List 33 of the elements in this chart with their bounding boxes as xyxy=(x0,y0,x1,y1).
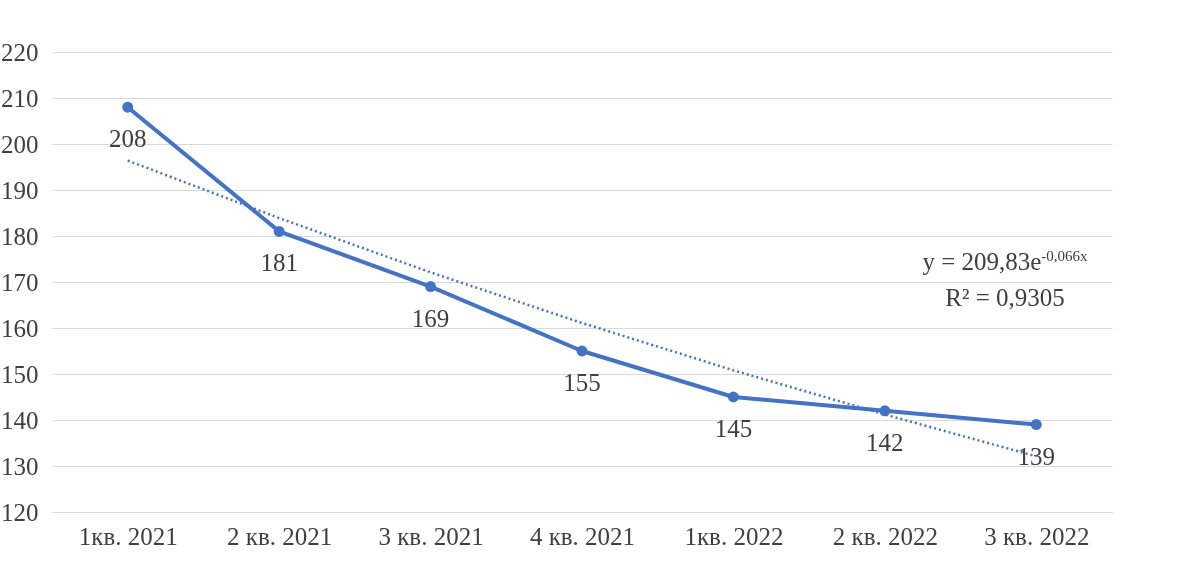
y-tick-label: 160 xyxy=(1,314,39,342)
annotation: R² = 0,9305 xyxy=(944,284,1066,312)
data-label: 145 xyxy=(714,415,753,442)
y-tick-label: 180 xyxy=(1,222,39,250)
data-label: 181 xyxy=(260,249,298,277)
y-tick-label: 170 xyxy=(1,268,39,296)
point xyxy=(122,101,134,113)
y-tick-label: 150 xyxy=(1,360,39,388)
annotation: y = 209,83e$^{-0,066x}$ xyxy=(921,248,1089,277)
point xyxy=(1030,419,1042,431)
data-label: 155 xyxy=(563,369,601,396)
y-tick-label: 190 xyxy=(1,176,39,204)
y-tick-label: 120 xyxy=(1,498,39,526)
y-tick-label: 130 xyxy=(1,452,39,480)
x-tick-label: 1кв. 2021 xyxy=(78,522,178,550)
y-tick-label: 210 xyxy=(1,84,39,112)
y-tick-label: 140 xyxy=(1,406,39,434)
data-label: 142 xyxy=(866,428,904,456)
point xyxy=(727,391,739,403)
x-tick-label: 2 кв. 2021 xyxy=(227,522,333,550)
data-label: 169 xyxy=(411,304,450,332)
point xyxy=(273,225,285,237)
x-tick-label: 1кв. 2022 xyxy=(684,522,784,550)
data-label: 208 xyxy=(108,125,147,153)
x-tick-label: 3 кв. 2021 xyxy=(378,522,484,550)
x-tick-label: 2 кв. 2022 xyxy=(832,522,938,550)
y-tick-label: 220 xyxy=(1,38,39,66)
y-tick-label: 200 xyxy=(1,130,39,158)
x-tick-label: 3 кв. 2022 xyxy=(984,522,1090,550)
x-tick-label: 4 кв. 2021 xyxy=(529,522,636,550)
point xyxy=(425,281,437,293)
point xyxy=(576,345,588,357)
data-label: 139 xyxy=(1017,442,1056,470)
